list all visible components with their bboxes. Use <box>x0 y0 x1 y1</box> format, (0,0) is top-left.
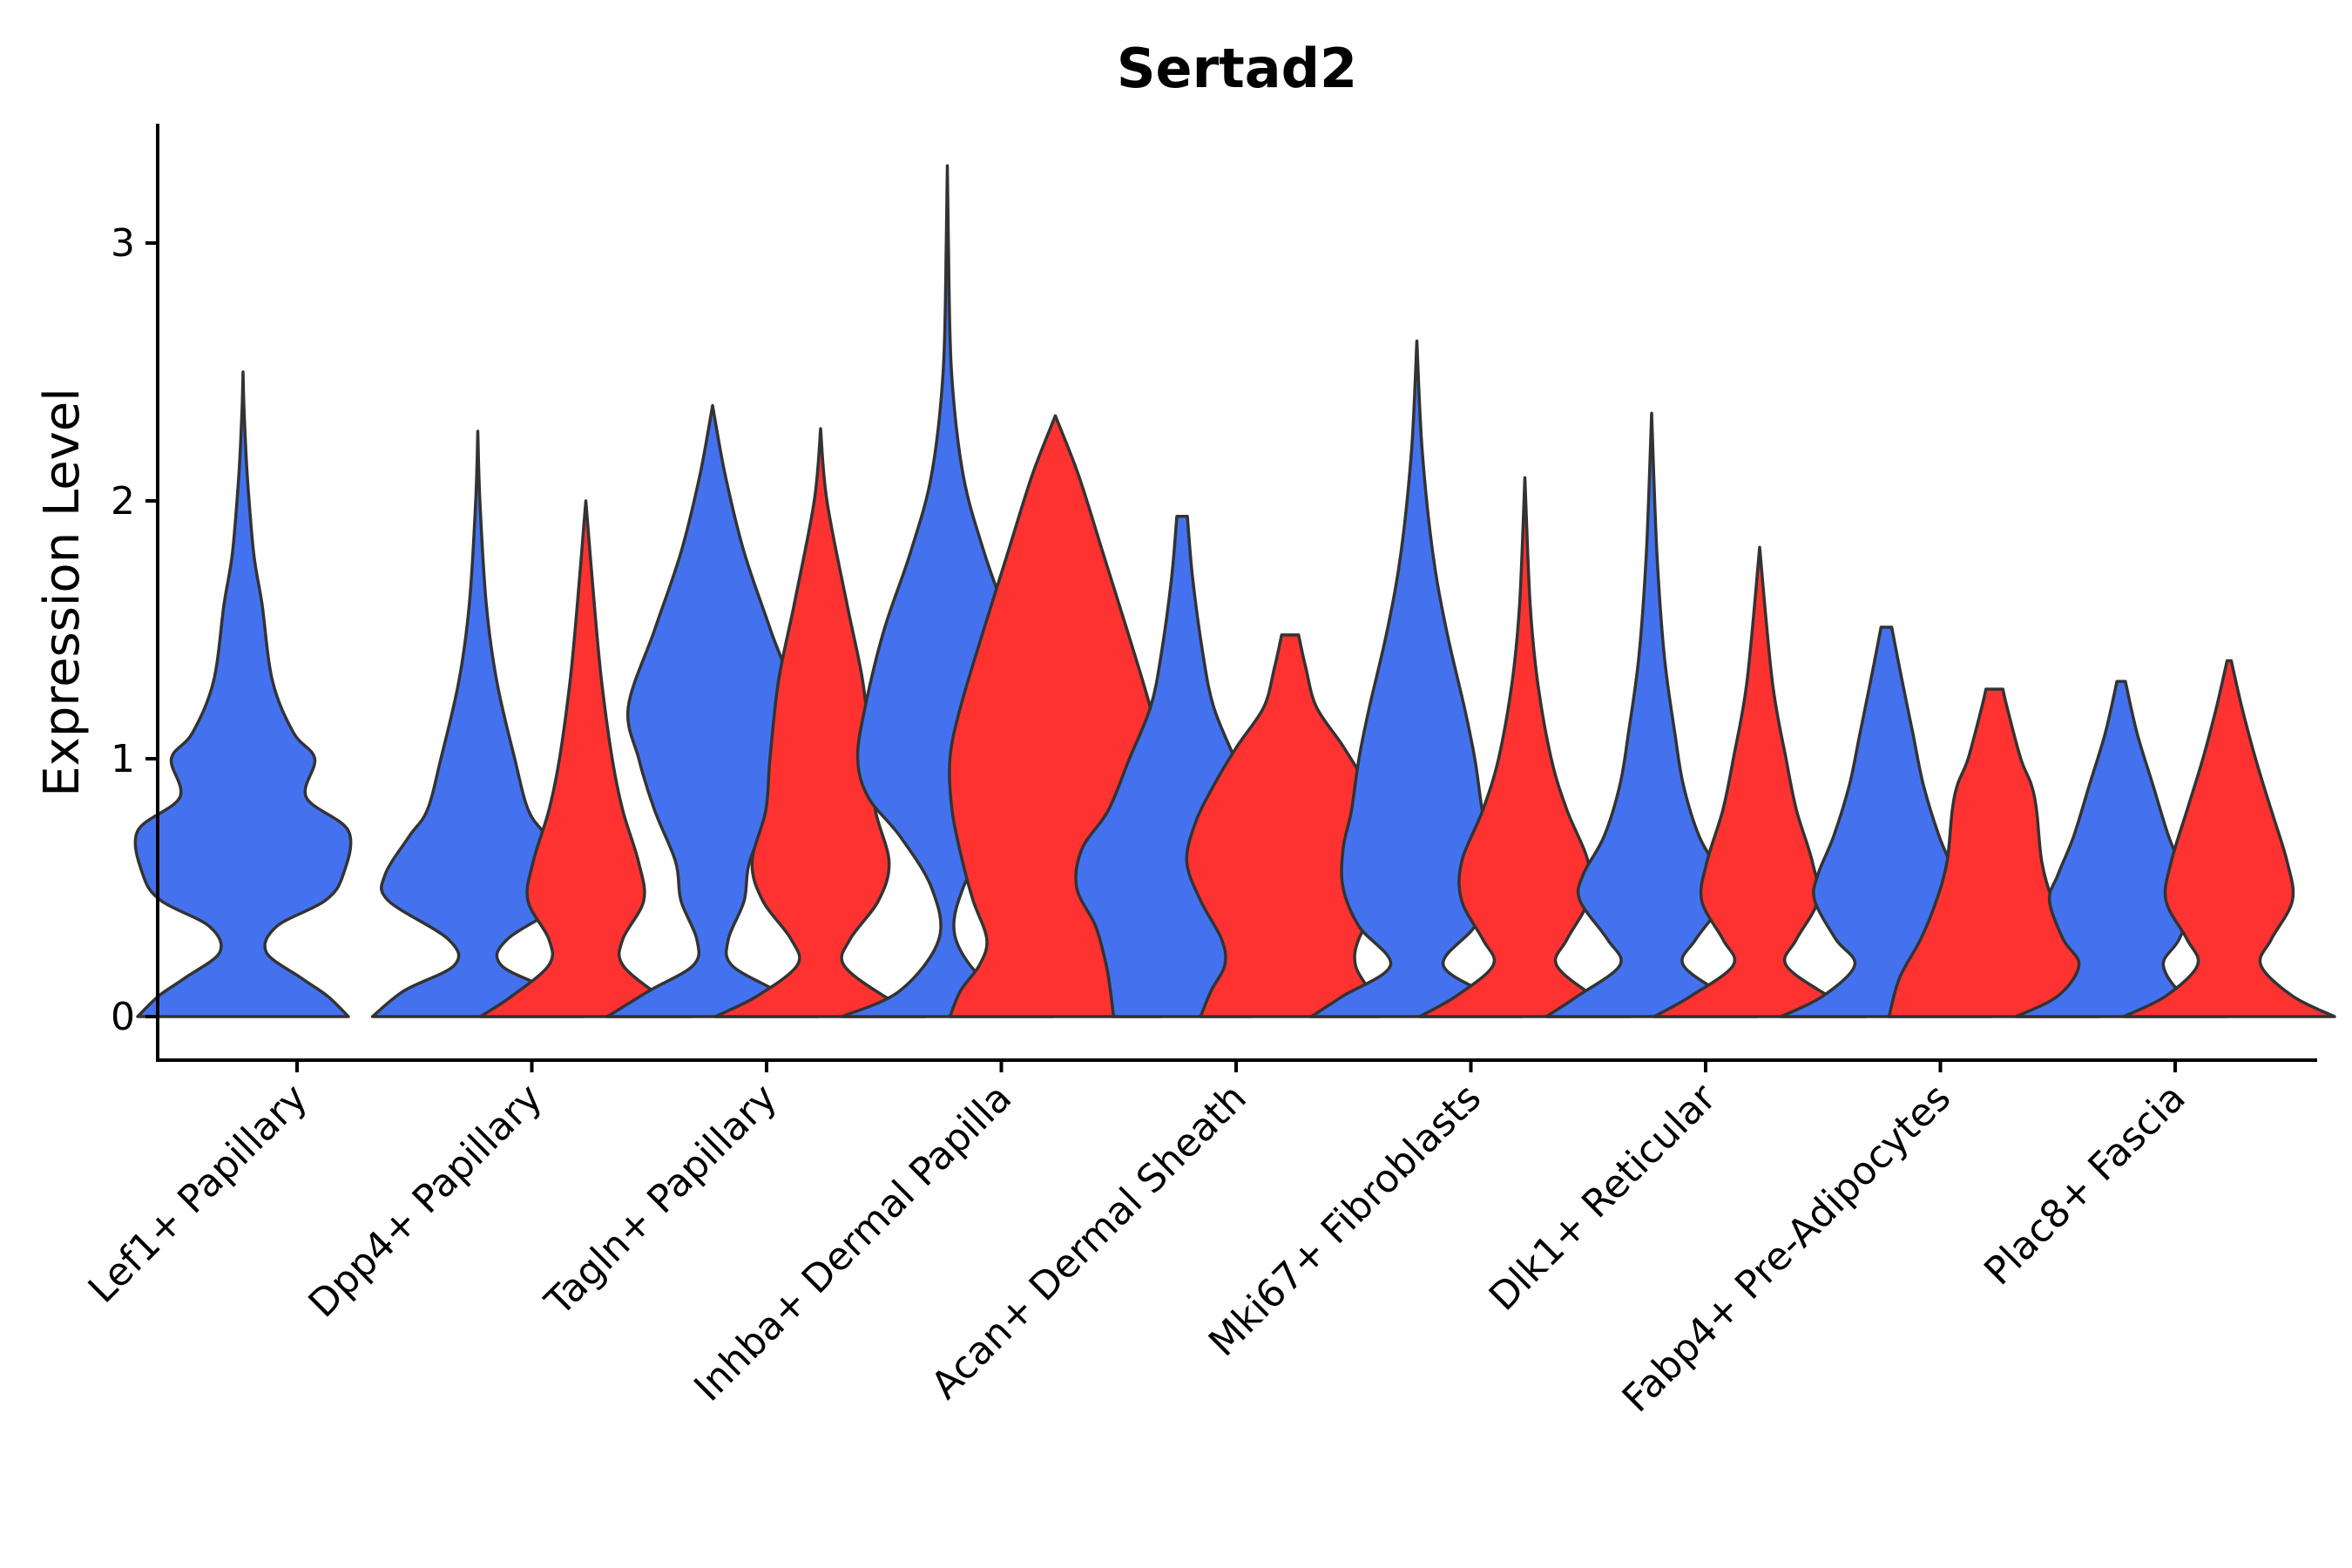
violin-red-6 <box>1417 476 1632 1018</box>
y-tick-label: 3 <box>111 221 135 266</box>
violin-red-3 <box>713 427 928 1018</box>
y-tick-label: 2 <box>111 479 135 524</box>
violin-blue-9 <box>2014 679 2228 1018</box>
violin-red-2 <box>478 499 693 1018</box>
violin-red-7 <box>1652 545 1867 1018</box>
x-category-label: Plac8+ Fascia <box>1976 1076 2194 1294</box>
y-ticks-group: 0 1 2 3 <box>111 221 158 1039</box>
x-category-label: Dpp4+ Papillary <box>301 1076 551 1327</box>
x-category-label: Tagln+ Papillary <box>537 1076 786 1325</box>
violin-red-9 <box>2122 659 2336 1018</box>
chart-title: Sertad2 <box>1117 37 1357 100</box>
violin-blue-1 <box>133 370 353 1018</box>
y-tick-label: 1 <box>111 737 135 781</box>
y-axis-label: Expression Level <box>34 388 91 797</box>
x-category-label: Dlk1+ Reticular <box>1481 1075 1726 1320</box>
x-category-label: Mki67+ Fibroblasts <box>1200 1076 1490 1365</box>
y-tick-label: 0 <box>111 995 135 1039</box>
violins-group <box>133 164 2336 1018</box>
violin-blue-3 <box>605 403 820 1018</box>
x-category-label: Lef1+ Papillary <box>80 1076 316 1312</box>
